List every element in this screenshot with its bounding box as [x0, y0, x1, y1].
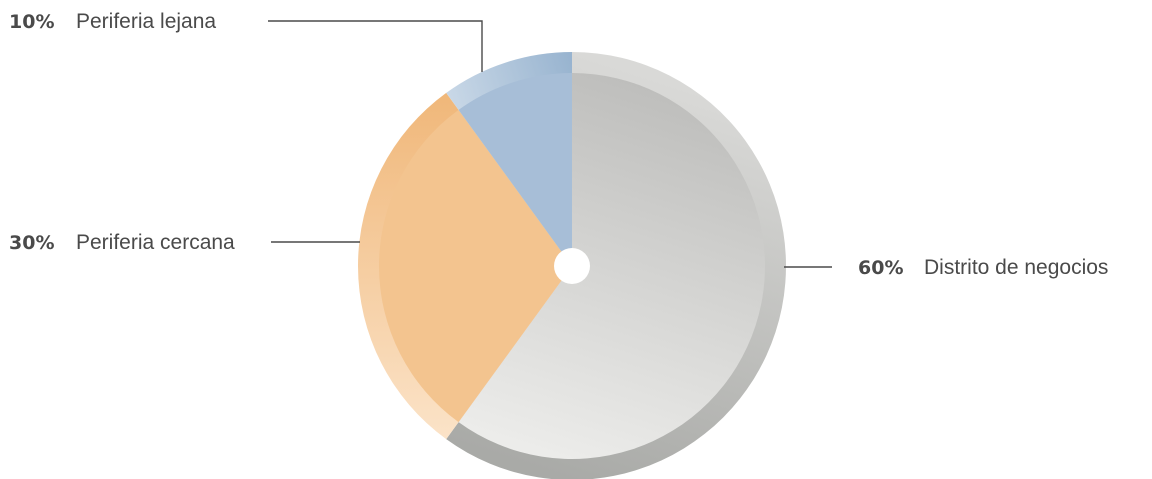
- data-label-percent-periferia-cercana: 30%: [9, 232, 54, 254]
- pie-slice-periferia-cercana: [379, 109, 572, 423]
- pie-slices: [357, 52, 786, 479]
- data-label-percent-periferia-lejana: 10%: [9, 11, 54, 33]
- data-label-percent-distrito-de-negocios: 60%: [858, 257, 903, 279]
- data-label-name-periferia-lejana: Periferia lejana: [76, 10, 216, 33]
- pie-center-hole: [554, 248, 590, 284]
- pie-slice-distrito-de-negocios: [458, 73, 766, 459]
- leader-line-periferia-lejana: [268, 20, 483, 72]
- data-label-name-distrito-de-negocios: Distrito de negocios: [924, 256, 1108, 279]
- pie-slice-periferia-lejana: [458, 73, 572, 266]
- data-label-name-periferia-cercana: Periferia cercana: [76, 231, 235, 254]
